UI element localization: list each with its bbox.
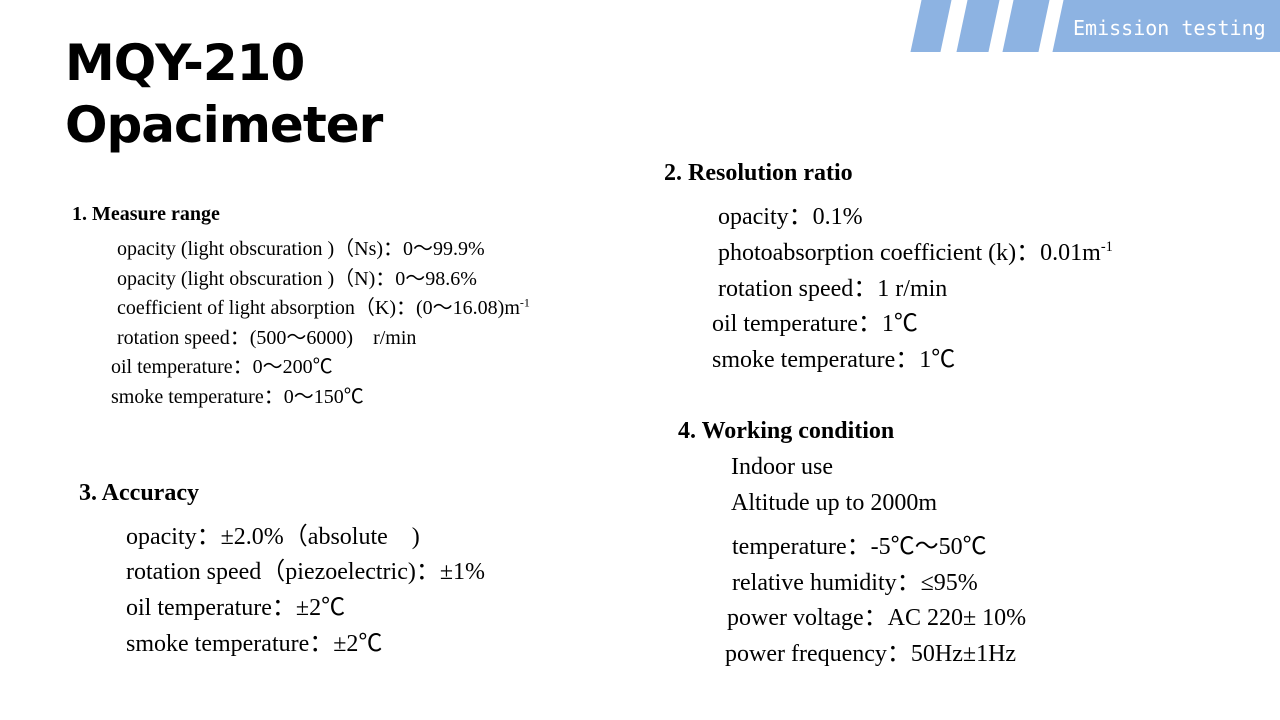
resolution-heading: 2. Resolution ratio bbox=[664, 160, 853, 186]
spec-item: opacity (light obscuration )（Ns)：0～99.9% bbox=[117, 238, 485, 260]
banner-stripe bbox=[910, 0, 952, 52]
spec-item: rotation speed（piezoelectric)：±1% bbox=[126, 559, 486, 585]
page-title: MQY-210 Opacimeter bbox=[65, 32, 383, 156]
spec-item: power frequency：50Hz±1Hz bbox=[725, 641, 1017, 667]
spec-item: smoke temperature：±2℃ bbox=[126, 631, 383, 657]
spec-item: oil temperature：±2℃ bbox=[126, 595, 346, 621]
working-condition-heading: 4. Working condition bbox=[678, 418, 895, 444]
spec-text: coefficient of light absorption（K)：(0～16… bbox=[117, 297, 520, 319]
measure-range-heading: 1. Measure range bbox=[72, 203, 220, 225]
spec-item: opacity (light obscuration )（N)：0～98.6% bbox=[117, 268, 477, 290]
clipped-text-line bbox=[680, 671, 1150, 676]
spec-item: Altitude up to 2000m bbox=[731, 490, 937, 516]
banner-text: Emission testing bbox=[1073, 16, 1266, 40]
spec-item: relative humidity：≤95% bbox=[732, 570, 978, 596]
spec-item: rotation speed：1 r/min bbox=[718, 276, 948, 302]
spec-item: opacity：±2.0%（absolute ) bbox=[126, 524, 420, 550]
spec-text: photoabsorption coefficient (k)：0.01m bbox=[718, 240, 1101, 266]
spec-item: oil temperature：1℃ bbox=[712, 311, 918, 337]
title-line: MQY-210 bbox=[65, 34, 305, 92]
spec-item: power voltage：AC 220± 10% bbox=[727, 605, 1027, 631]
spec-item: photoabsorption coefficient (k)：0.01m-1 bbox=[718, 232, 1113, 267]
spec-item: coefficient of light absorption（K)：(0～16… bbox=[117, 291, 530, 320]
spec-item: smoke temperature：0～150℃ bbox=[111, 386, 364, 408]
banner-stripe bbox=[1002, 0, 1050, 52]
superscript: -1 bbox=[519, 295, 530, 310]
banner-stripe bbox=[956, 0, 1000, 52]
spec-item: oil temperature：0～200℃ bbox=[111, 356, 333, 378]
superscript: -1 bbox=[1100, 239, 1113, 255]
spec-item: temperature：-5℃～50℃ bbox=[732, 534, 987, 560]
spec-item: Indoor use bbox=[731, 454, 833, 480]
accuracy-heading: 3. Accuracy bbox=[79, 480, 199, 506]
title-line: Opacimeter bbox=[65, 96, 383, 154]
spec-item: rotation speed：(500～6000) r/min bbox=[117, 327, 417, 349]
spec-item: opacity：0.1% bbox=[718, 204, 863, 230]
spec-item: smoke temperature：1℃ bbox=[712, 347, 956, 373]
